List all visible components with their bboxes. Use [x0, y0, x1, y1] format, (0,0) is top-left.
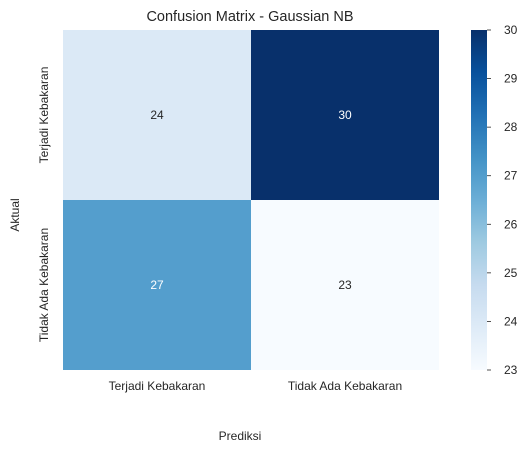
chart-title: Confusion Matrix - Gaussian NB [146, 9, 353, 25]
heatmap-cell [251, 30, 439, 200]
y-axis-label: Aktual [8, 198, 22, 231]
y-tick-label: Terjadi Kebakaran [37, 67, 51, 164]
colorbar-tick-label: 23 [504, 363, 518, 377]
colorbar-tick-label: 25 [504, 266, 518, 280]
colorbar [471, 30, 487, 370]
x-tick-label: Tidak Ada Kebakaran [288, 379, 402, 393]
y-tick-labels: Terjadi Kebakaran Tidak Ada Kebakaran [37, 67, 51, 343]
colorbar-tick-label: 27 [504, 169, 518, 183]
colorbar-tick-label: 24 [504, 314, 518, 328]
x-tick-label: Terjadi Kebakaran [109, 379, 206, 393]
colorbar-tick-label: 30 [504, 23, 518, 37]
cell-value-label: 30 [338, 108, 352, 122]
colorbar-tick-label: 26 [504, 217, 518, 231]
colorbar-ticks: 23 24 25 26 27 28 29 30 [487, 23, 518, 377]
colorbar-tick-label: 29 [504, 72, 518, 86]
colorbar-tick-label: 28 [504, 120, 518, 134]
heatmap-cell [63, 30, 251, 200]
cell-value-label: 23 [338, 278, 352, 292]
cell-value-label: 24 [150, 108, 164, 122]
x-axis-label: Prediksi [219, 429, 262, 443]
heatmap-cell [251, 200, 439, 370]
heatmap-cell-labels: 24 30 27 23 [150, 108, 352, 292]
y-tick-label: Tidak Ada Kebakaran [37, 228, 51, 342]
heatmap-cells [63, 30, 439, 370]
cell-value-label: 27 [150, 278, 164, 292]
heatmap-cell [63, 200, 251, 370]
x-tick-labels: Terjadi Kebakaran Tidak Ada Kebakaran [109, 379, 403, 393]
